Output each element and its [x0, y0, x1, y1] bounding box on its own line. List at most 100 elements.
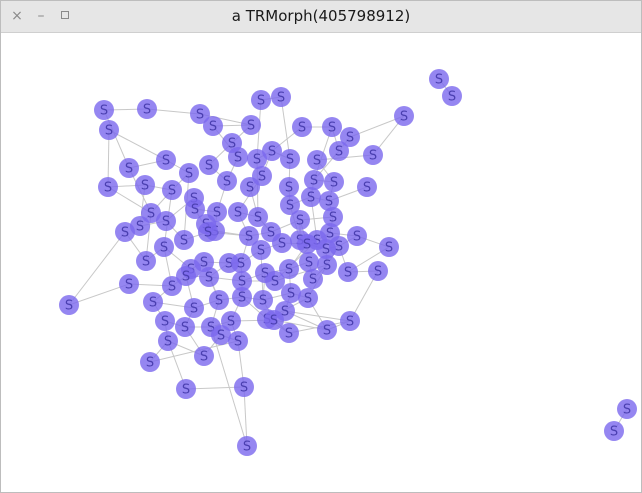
graph-node[interactable]: S	[329, 141, 349, 161]
graph-node[interactable]: S	[221, 311, 241, 331]
node-circle[interactable]	[135, 175, 155, 195]
graph-node[interactable]: S	[280, 195, 300, 215]
node-circle[interactable]	[155, 311, 175, 331]
graph-node[interactable]: S	[130, 216, 150, 236]
node-circle[interactable]	[317, 255, 337, 275]
graph-node[interactable]: S	[429, 69, 449, 89]
node-circle[interactable]	[368, 261, 388, 281]
node-circle[interactable]	[299, 252, 319, 272]
node-circle[interactable]	[130, 216, 150, 236]
graph-node[interactable]: S	[119, 158, 139, 178]
node-circle[interactable]	[275, 301, 295, 321]
graph-node[interactable]: S	[279, 259, 299, 279]
node-circle[interactable]	[98, 177, 118, 197]
graph-node[interactable]: S	[211, 325, 231, 345]
node-circle[interactable]	[252, 166, 272, 186]
graph-node[interactable]: S	[232, 287, 252, 307]
node-circle[interactable]	[119, 158, 139, 178]
graph-node[interactable]: S	[262, 141, 282, 161]
node-circle[interactable]	[604, 421, 624, 441]
node-circle[interactable]	[143, 292, 163, 312]
graph-node[interactable]: S	[301, 187, 321, 207]
graph-node[interactable]: S	[394, 106, 414, 126]
graph-node[interactable]: S	[253, 290, 273, 310]
node-circle[interactable]	[617, 399, 637, 419]
graph-node[interactable]: S	[329, 236, 349, 256]
graph-node[interactable]: S	[324, 172, 344, 192]
graph-node[interactable]: S	[322, 117, 342, 137]
node-circle[interactable]	[231, 253, 251, 273]
graph-node[interactable]: S	[307, 150, 327, 170]
graph-node[interactable]: S	[338, 262, 358, 282]
node-circle[interactable]	[279, 323, 299, 343]
graph-node[interactable]: S	[137, 99, 157, 119]
graph-node[interactable]: S	[176, 266, 196, 286]
graph-node[interactable]: S	[194, 346, 214, 366]
graph-node[interactable]: S	[239, 226, 259, 246]
graph-node[interactable]: S	[199, 267, 219, 287]
node-circle[interactable]	[251, 90, 271, 110]
node-circle[interactable]	[324, 172, 344, 192]
node-circle[interactable]	[203, 116, 223, 136]
node-circle[interactable]	[290, 210, 310, 230]
node-circle[interactable]	[241, 115, 261, 135]
node-circle[interactable]	[319, 191, 339, 211]
graph-node[interactable]: S	[199, 155, 219, 175]
node-circle[interactable]	[347, 226, 367, 246]
node-circle[interactable]	[329, 236, 349, 256]
graph-node[interactable]: S	[303, 269, 323, 289]
graph-node[interactable]: S	[140, 352, 160, 372]
graph-node[interactable]: S	[156, 211, 176, 231]
node-circle[interactable]	[251, 240, 271, 260]
graph-node[interactable]: S	[184, 298, 204, 318]
graph-node[interactable]: S	[203, 116, 223, 136]
graph-node[interactable]: S	[442, 86, 462, 106]
node-circle[interactable]	[194, 346, 214, 366]
node-circle[interactable]	[154, 237, 174, 257]
node-circle[interactable]	[271, 87, 291, 107]
graph-node[interactable]: S	[119, 274, 139, 294]
graph-node[interactable]: S	[185, 199, 205, 219]
node-circle[interactable]	[272, 233, 292, 253]
maximize-icon[interactable]	[57, 7, 73, 25]
node-circle[interactable]	[185, 199, 205, 219]
node-circle[interactable]	[184, 298, 204, 318]
node-circle[interactable]	[304, 170, 324, 190]
graph-node[interactable]: S	[298, 288, 318, 308]
node-circle[interactable]	[429, 69, 449, 89]
graph-node[interactable]: S	[155, 311, 175, 331]
graph-node[interactable]: S	[317, 255, 337, 275]
node-circle[interactable]	[158, 331, 178, 351]
node-circle[interactable]	[338, 262, 358, 282]
graph-node[interactable]: S	[251, 240, 271, 260]
graph-node[interactable]: S	[143, 292, 163, 312]
graph-node[interactable]: S	[156, 150, 176, 170]
node-circle[interactable]	[279, 259, 299, 279]
graph-node[interactable]: S	[209, 290, 229, 310]
node-circle[interactable]	[174, 230, 194, 250]
node-circle[interactable]	[442, 86, 462, 106]
graph-node[interactable]: S	[135, 175, 155, 195]
graph-node[interactable]: S	[228, 202, 248, 222]
graph-node[interactable]: S	[59, 295, 79, 315]
graph-node[interactable]: S	[115, 222, 135, 242]
graph-node[interactable]: S	[275, 301, 295, 321]
node-circle[interactable]	[162, 276, 182, 296]
graph-node[interactable]: S	[154, 237, 174, 257]
node-circle[interactable]	[281, 283, 301, 303]
node-circle[interactable]	[217, 171, 237, 191]
node-circle[interactable]	[303, 269, 323, 289]
node-circle[interactable]	[323, 207, 343, 227]
node-circle[interactable]	[234, 377, 254, 397]
graph-node[interactable]: S	[179, 163, 199, 183]
node-circle[interactable]	[292, 117, 312, 137]
node-circle[interactable]	[232, 287, 252, 307]
graph-node[interactable]: S	[357, 177, 377, 197]
node-circle[interactable]	[280, 195, 300, 215]
node-circle[interactable]	[232, 271, 252, 291]
graph-node[interactable]: S	[237, 436, 257, 456]
node-circle[interactable]	[340, 127, 360, 147]
graph-node[interactable]: S	[299, 252, 319, 272]
node-circle[interactable]	[156, 150, 176, 170]
